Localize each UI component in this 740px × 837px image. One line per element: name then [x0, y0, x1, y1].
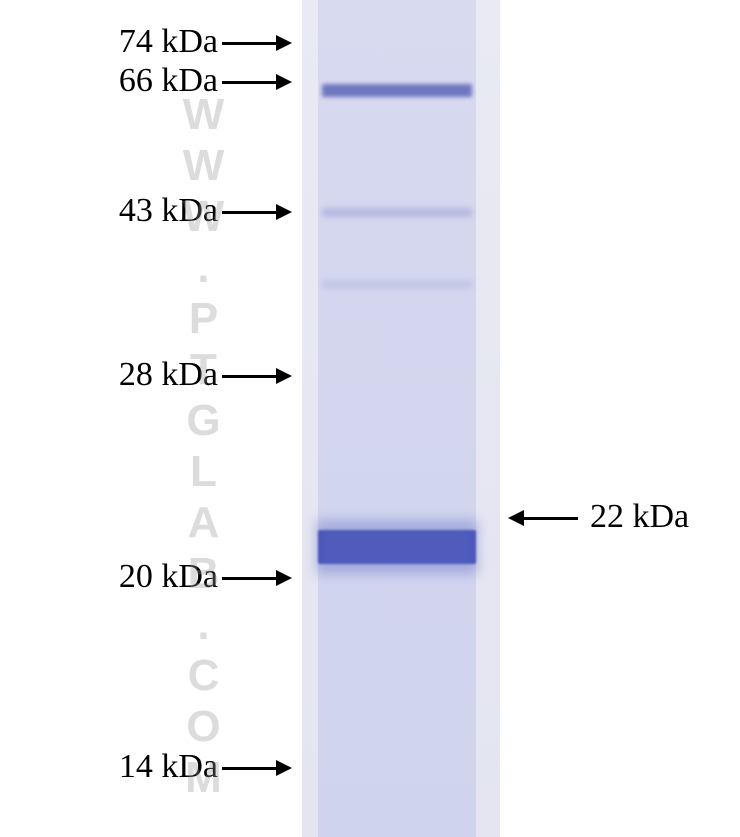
band-66 — [322, 84, 472, 97]
arrow-head-icon — [276, 570, 292, 586]
arrow-head-icon — [276, 74, 292, 90]
watermark-text: WWW.PTGLAB.COM — [178, 90, 228, 804]
arrow-head-icon — [276, 368, 292, 384]
arrow-line — [222, 42, 278, 45]
arrow-line — [222, 767, 278, 770]
band-22-halo — [316, 520, 478, 574]
arrow-head-icon — [276, 204, 292, 220]
product-size-label: 22 kDa — [590, 498, 689, 536]
arrow-head-icon — [276, 760, 292, 776]
arrow-head-icon — [508, 510, 524, 526]
band-36 — [322, 280, 472, 289]
arrow-line — [222, 375, 278, 378]
arrow-line — [222, 81, 278, 84]
band-43 — [322, 208, 472, 217]
arrow-line — [222, 577, 278, 580]
arrow-head-icon — [276, 35, 292, 51]
gel-lane — [318, 0, 476, 837]
marker-label: 74 kDa — [88, 23, 218, 61]
arrow-line — [222, 211, 278, 214]
arrow-line — [522, 517, 578, 520]
